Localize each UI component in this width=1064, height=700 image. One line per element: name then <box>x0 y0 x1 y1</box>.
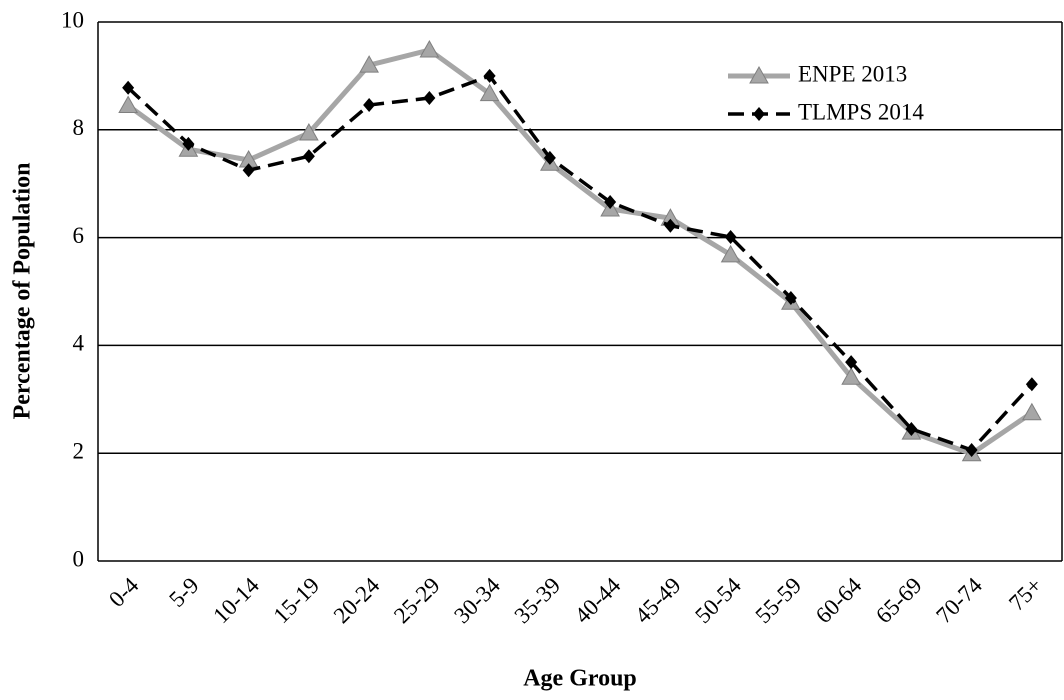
y-tick-label: 10 <box>61 7 84 32</box>
point <box>1025 377 1038 392</box>
point <box>543 150 556 165</box>
point <box>845 355 858 370</box>
point <box>604 195 617 210</box>
point <box>363 98 376 113</box>
point <box>419 40 440 58</box>
x-tick-label: 5-9 <box>164 573 203 612</box>
legend-marker <box>749 65 769 84</box>
legend-label: TLMPS 2014 <box>798 99 924 124</box>
y-tick-label: 2 <box>73 438 85 463</box>
x-tick-label: 35-39 <box>510 573 566 629</box>
point <box>724 230 737 245</box>
point <box>664 218 677 233</box>
y-tick-label: 6 <box>73 223 85 248</box>
x-tick-label: 25-29 <box>389 573 445 629</box>
x-tick-label: 70-74 <box>931 572 987 628</box>
point <box>182 136 195 151</box>
x-tick-label: 15-19 <box>269 573 325 629</box>
y-tick-label: 0 <box>73 546 85 571</box>
point <box>118 95 138 114</box>
x-tick-label: 55-59 <box>751 573 807 629</box>
point <box>1022 402 1042 421</box>
legend-label: ENPE 2013 <box>798 61 907 86</box>
x-tick-label: 20-24 <box>329 572 385 628</box>
legend-marker <box>753 107 765 121</box>
point <box>841 367 861 385</box>
point <box>965 442 978 457</box>
x-tick-label: 30-34 <box>449 572 505 628</box>
x-tick-label: 75+ <box>1004 573 1047 616</box>
point <box>720 244 741 263</box>
x-axis-title: Age Group <box>523 666 637 692</box>
x-tick-label: 0-4 <box>104 572 144 612</box>
point <box>423 90 436 105</box>
point <box>299 123 319 141</box>
point <box>122 80 135 95</box>
x-tick-label: 40-44 <box>570 572 626 628</box>
x-tick-label: 45-49 <box>630 573 686 629</box>
series-line <box>126 47 1034 457</box>
x-tick-label: 10-14 <box>208 572 264 628</box>
x-tick-label: 65-69 <box>871 573 927 629</box>
point <box>483 68 496 83</box>
point <box>302 149 315 164</box>
series-line <box>126 73 1034 452</box>
x-tick-label: 60-64 <box>811 572 867 628</box>
point <box>359 55 379 73</box>
point <box>784 290 797 305</box>
x-tick-label: 50-54 <box>690 572 746 628</box>
point <box>242 163 255 178</box>
y-axis-title: Percentage of Population <box>10 163 36 420</box>
point <box>905 421 918 436</box>
y-tick-label: 4 <box>73 331 85 356</box>
point <box>479 83 500 102</box>
y-tick-label: 8 <box>73 115 85 140</box>
